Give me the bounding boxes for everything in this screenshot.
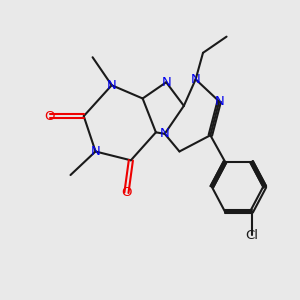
Text: N: N bbox=[160, 127, 169, 140]
Text: O: O bbox=[121, 186, 132, 199]
Text: N: N bbox=[161, 76, 171, 89]
Text: N: N bbox=[191, 73, 200, 86]
Text: N: N bbox=[91, 145, 100, 158]
Text: N: N bbox=[107, 79, 117, 92]
Text: N: N bbox=[214, 95, 224, 108]
Text: O: O bbox=[45, 110, 55, 123]
Text: Cl: Cl bbox=[245, 229, 258, 242]
